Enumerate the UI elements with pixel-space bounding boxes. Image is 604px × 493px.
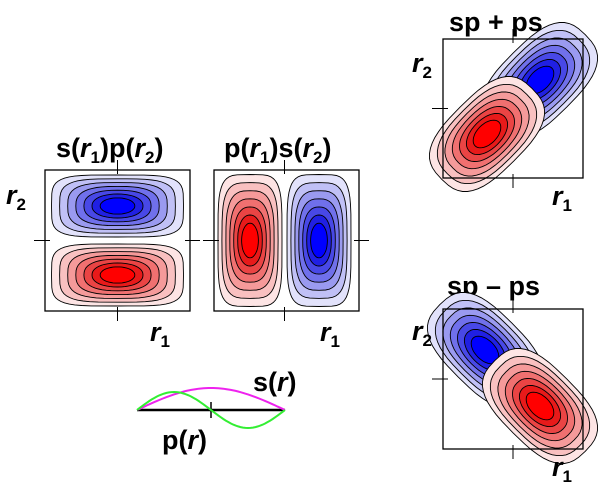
- red-lobe-level-7: [525, 391, 555, 421]
- panel-sp-plus-ps-xlabel: r1: [552, 181, 572, 215]
- p-orbital-label: p(r): [162, 425, 207, 455]
- panel-sp-minus-ps-ylabel: r2: [412, 316, 432, 350]
- panel-s1p2-axis-ticks: [34, 160, 200, 321]
- blue-lobe-level-7: [470, 335, 500, 365]
- blue-lobe: [286, 174, 352, 307]
- red-lobe: [217, 174, 283, 307]
- panel-p1s2-xlabel: r1: [320, 317, 340, 351]
- panel-sp-plus-ps-contours: [429, 22, 598, 192]
- panel-sp-minus-ps: sp – ps r2 r1: [412, 271, 598, 486]
- blue-lobe-level-7: [310, 222, 328, 259]
- panel-p1s2: p(r1)s(r2) r1: [203, 133, 369, 351]
- red-lobe: [482, 348, 598, 464]
- red-lobe-level-7: [241, 222, 259, 259]
- panel-sp-minus-ps-xlabel: r1: [552, 452, 572, 486]
- red-lobe-level-7: [472, 119, 502, 149]
- panel-sp-plus-ps-axis-ticks: [432, 29, 514, 188]
- red-lobe-level-7: [99, 266, 136, 284]
- panel-s1p2-xlabel: r1: [150, 317, 170, 351]
- panel-sp-minus-ps-axis-ticks: [432, 299, 514, 459]
- red-lobe: [51, 243, 184, 307]
- panel-s1p2-title: s(r1)p(r2): [56, 133, 163, 167]
- s-orbital-label: s(r): [253, 367, 297, 397]
- p-orbital-curve: [136, 390, 286, 430]
- panel-s1p2-ylabel: r2: [6, 180, 26, 214]
- panel-p1s2-contours: [217, 174, 352, 307]
- orbital-sketch: s(r) p(r): [136, 367, 297, 455]
- panel-p1s2-title: p(r1)s(r2): [224, 133, 331, 167]
- panel-sp-minus-ps-contours: [427, 292, 598, 464]
- panel-sp-plus-ps-title: sp + ps: [449, 7, 543, 37]
- s-orbital-curve: [136, 387, 286, 411]
- panel-sp-plus-ps: sp + ps r2 r1: [412, 7, 598, 215]
- blue-lobe-level-7: [99, 197, 136, 215]
- panel-s1p2-contours: [51, 174, 184, 307]
- blue-lobe: [51, 174, 184, 238]
- panel-s1p2: s(r1)p(r2) r2 r1: [6, 133, 200, 351]
- red-lobe: [429, 76, 545, 192]
- panel-sp-plus-ps-ylabel: r2: [412, 48, 432, 82]
- panel-p1s2-axis-ticks: [203, 160, 369, 321]
